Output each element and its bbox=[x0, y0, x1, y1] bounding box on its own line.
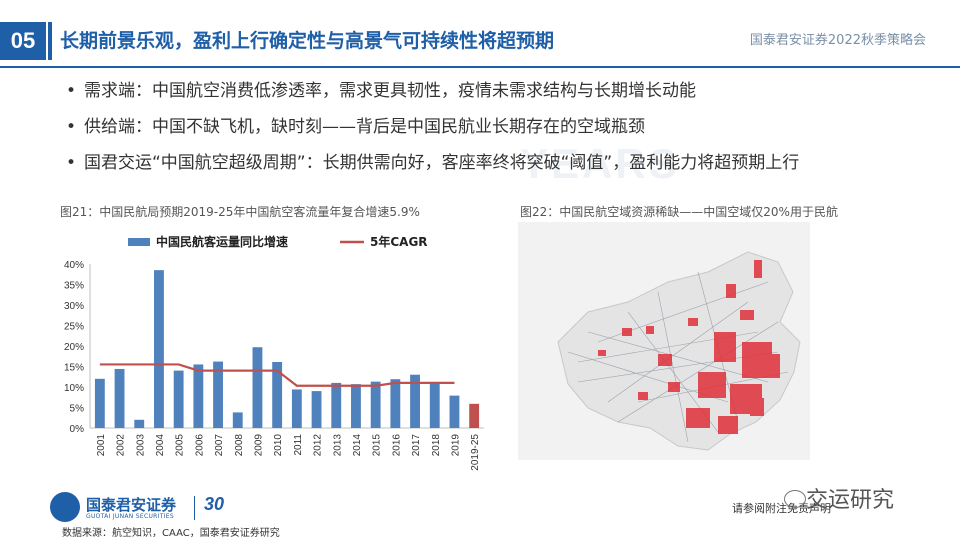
y-tick-label: 35% bbox=[64, 281, 84, 292]
legend-bar-swatch bbox=[128, 238, 150, 246]
x-tick-label: 2005 bbox=[175, 434, 186, 457]
bullet-dot: • bbox=[66, 81, 77, 101]
x-tick-label: 2014 bbox=[352, 434, 363, 457]
legend-bar-label: 中国民航客运量同比增速 bbox=[156, 234, 288, 249]
airspace-map-illustration bbox=[557, 251, 801, 451]
bar bbox=[154, 270, 164, 428]
x-tick-label: 2008 bbox=[234, 434, 245, 457]
bar bbox=[252, 347, 263, 428]
bar bbox=[370, 381, 381, 428]
cagr-line bbox=[99, 363, 455, 387]
bar bbox=[390, 379, 401, 428]
bar bbox=[94, 378, 105, 428]
figure-right-caption: 图22：中国民航空域资源稀缺——中国空域仅20%用于民航 bbox=[520, 205, 838, 219]
bar bbox=[173, 370, 184, 428]
airspace-map bbox=[518, 222, 810, 460]
disclaimer-note: 请参阅附注免责声明 bbox=[732, 502, 831, 515]
x-tick-label: 2016 bbox=[391, 434, 402, 457]
bar bbox=[331, 382, 342, 428]
figure-left-caption: 图21：中国民航局预期2019-25年中国航空客流量年复合增速5.9% bbox=[60, 205, 420, 219]
y-tick-label: 25% bbox=[64, 322, 84, 333]
header-rule bbox=[0, 66, 960, 68]
page-title: 长期前景乐观，盈利上行确定性与高景气可持续性将超预期 bbox=[60, 30, 555, 52]
x-tick-label: 2003 bbox=[135, 434, 146, 457]
chart-svg: 0% 5% 10% 15% 20% 25% 30% 35% 40% 2001 2002 2003 200… bbox=[64, 234, 484, 471]
bar bbox=[351, 384, 361, 428]
bar bbox=[429, 383, 440, 428]
x-tick-label: 2004 bbox=[155, 434, 166, 457]
y-tick-label: 5% bbox=[70, 404, 85, 415]
bar bbox=[272, 361, 283, 428]
header-brand: 国泰君安证券2022秋季策略会 bbox=[749, 33, 926, 48]
x-tick-label: 2002 bbox=[116, 434, 127, 457]
wechat-icon bbox=[784, 490, 806, 508]
bullet-text: 国君交运“中国航空超级周期”：长期供需向好，客座率终将突破“阈值”，盈利能力将超… bbox=[84, 153, 800, 173]
y-tick-label: 20% bbox=[64, 342, 84, 353]
bar bbox=[410, 374, 420, 428]
bullet-supercycle: • 国君交运“中国航空超级周期”：长期供需向好，客座率终将突破“阈值”，盈利能力将… bbox=[66, 148, 799, 173]
wechat-account-name: 交运研究 bbox=[806, 488, 895, 513]
bar bbox=[134, 419, 145, 428]
bar bbox=[469, 403, 480, 428]
x-tick-label: 2009 bbox=[253, 434, 264, 457]
brand-name-cn: 国泰君安证券 bbox=[86, 496, 177, 514]
bar bbox=[114, 368, 125, 428]
x-tick-label: 2019 bbox=[450, 434, 461, 457]
header-divider bbox=[48, 22, 52, 60]
data-source: 数据来源：航空知识，CAAC，国泰君安证券研究 bbox=[62, 528, 280, 539]
brand-logo-icon bbox=[50, 492, 80, 522]
x-tick-label: 2006 bbox=[194, 434, 205, 457]
x-tick-label: 2018 bbox=[431, 434, 442, 457]
bar bbox=[449, 395, 460, 428]
anniversary-badge: 30 bbox=[204, 494, 225, 514]
x-tick-label: 2007 bbox=[214, 434, 225, 457]
y-tick-label: 10% bbox=[64, 383, 84, 394]
y-tick-label: 15% bbox=[64, 363, 84, 374]
bullet-demand: • 需求端：中国航空消费低渗透率，需求更具韧性，疫情未需求结构与长期增长动能 bbox=[66, 76, 696, 101]
airspace-zones bbox=[598, 260, 780, 434]
bullet-supply: • 供给端：中国不缺飞机，缺时刻——背后是中国民航业长期存在的空域瓶颈 bbox=[66, 112, 645, 137]
x-tick-label: 2013 bbox=[332, 434, 343, 457]
x-tick-label: 2019-25 bbox=[470, 434, 481, 471]
bar bbox=[193, 364, 204, 428]
y-tick-label: 0% bbox=[70, 424, 85, 435]
bar bbox=[311, 391, 322, 428]
section-number: 05 bbox=[0, 22, 46, 60]
x-tick-label: 2012 bbox=[313, 434, 324, 457]
x-tick-label: 2001 bbox=[96, 434, 107, 457]
x-tick-label: 2015 bbox=[372, 434, 383, 457]
brand-name-en: GUOTAI JUNAN SECURITIES bbox=[86, 513, 174, 520]
passenger-growth-chart: 0% 5% 10% 15% 20% 25% 30% 35% 40% 2001 2002 2003 200… bbox=[58, 224, 494, 494]
legend-line-label: 5年CAGR bbox=[370, 234, 428, 249]
bullet-text: 需求端：中国航空消费低渗透率，需求更具韧性，疫情未需求结构与长期增长动能 bbox=[84, 81, 696, 101]
y-tick-label: 40% bbox=[64, 260, 84, 271]
bullet-dot: • bbox=[66, 117, 77, 137]
background-watermark: YEARS bbox=[520, 140, 680, 187]
bullet-text: 供给端：中国不缺飞机，缺时刻——背后是中国民航业长期存在的空域瓶颈 bbox=[84, 117, 645, 137]
bar bbox=[232, 412, 243, 428]
brand-divider bbox=[194, 496, 195, 520]
x-tick-label: 2010 bbox=[273, 434, 284, 457]
y-tick-label: 30% bbox=[64, 301, 84, 312]
bullet-dot: • bbox=[66, 153, 77, 173]
bar bbox=[291, 389, 302, 428]
x-tick-label: 2017 bbox=[411, 434, 422, 457]
x-tick-label: 2011 bbox=[293, 434, 304, 456]
bar bbox=[213, 361, 223, 428]
